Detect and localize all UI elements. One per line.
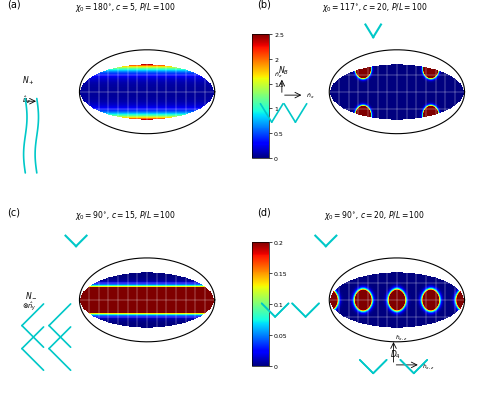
Text: (a): (a): [8, 0, 21, 9]
Text: $\chi_0 = 90^{\circ}$, $c = 20$, $P/L = 100$: $\chi_0 = 90^{\circ}$, $c = 20$, $P/L = …: [324, 209, 426, 222]
Text: $\hat{n}_z$: $\hat{n}_z$: [274, 70, 282, 80]
Text: $D_4$: $D_4$: [390, 348, 401, 360]
Text: (b): (b): [257, 0, 271, 9]
Text: $\otimes\hat{n}_y$: $\otimes\hat{n}_y$: [22, 300, 36, 312]
Text: $\hat{n}_{x,z}$: $\hat{n}_{x,z}$: [395, 332, 407, 341]
Text: $N_-$: $N_-$: [26, 289, 38, 299]
Text: $\hat{n}_{x,z}$: $\hat{n}_{x,z}$: [422, 361, 434, 370]
Text: $\chi_0 = 180^{\circ}$, $c = 5$, $P/L = 100$: $\chi_0 = 180^{\circ}$, $c = 5$, $P/L = …: [74, 1, 176, 14]
Text: (c): (c): [8, 207, 20, 217]
Text: $\chi_0 = 117^{\circ}$, $c = 20$, $P/L = 100$: $\chi_0 = 117^{\circ}$, $c = 20$, $P/L =…: [322, 1, 428, 14]
Text: $N_+$: $N_+$: [22, 75, 34, 87]
Text: $N_B$: $N_B$: [278, 65, 289, 77]
Text: (d): (d): [257, 207, 271, 217]
Text: $\chi_0 = 90^{\circ}$, $c = 15$, $P/L = 100$: $\chi_0 = 90^{\circ}$, $c = 15$, $P/L = …: [74, 209, 176, 222]
Text: $\hat{n}_x$: $\hat{n}_x$: [306, 91, 314, 101]
Text: $\hat{n}_z$: $\hat{n}_z$: [22, 94, 31, 105]
